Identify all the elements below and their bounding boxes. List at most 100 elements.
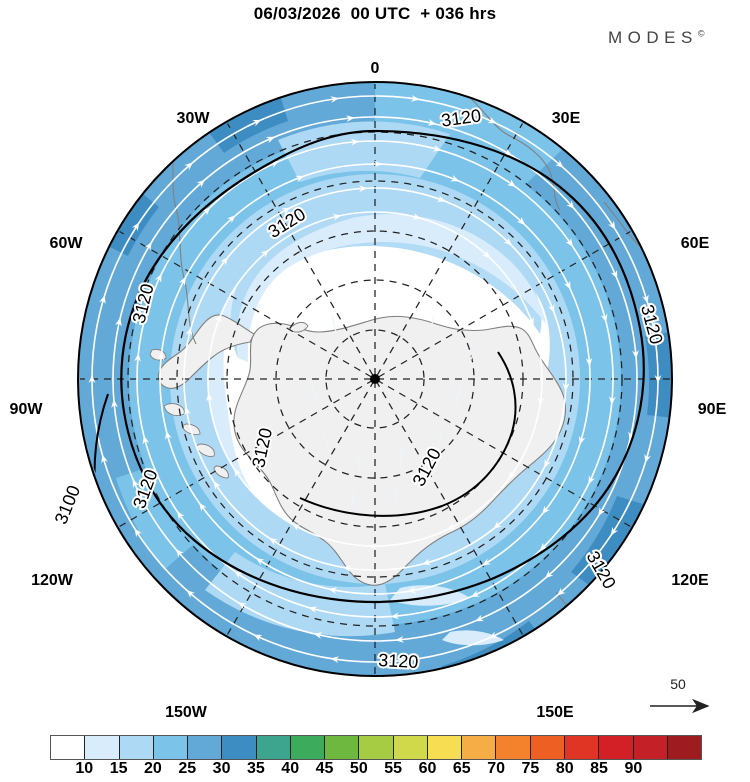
streamline-arrow-glyph — [196, 179, 206, 188]
colorbar-tick-70: 70 — [487, 760, 505, 777]
streamline-arrow-glyph — [142, 435, 150, 445]
streamline-arrow-glyph — [214, 313, 222, 323]
streamline-arrow-glyph — [253, 634, 263, 642]
streamline-arrow-glyph — [213, 480, 221, 490]
streamline-arrow-glyph — [654, 375, 662, 384]
streamline-arrow-glyph — [578, 435, 586, 445]
page-title: 06/03/2026 00 UTC + 036 hrs — [253, 4, 497, 23]
streamline-arrow-glyph — [350, 138, 360, 146]
colorbar-tick-55: 55 — [384, 760, 403, 777]
windspeed-colorbar — [50, 735, 702, 760]
contour-3120 — [120, 129, 645, 604]
streamline-arrow-glyph — [373, 160, 383, 168]
streamline-arrow-glyph — [199, 502, 207, 512]
streamline-arrow-glyph — [493, 521, 502, 530]
streamline-arrow-glyph — [537, 396, 545, 406]
colorbar-tick-75: 75 — [521, 760, 540, 777]
streamline-arrow-glyph — [610, 269, 618, 280]
streamline-arrow-glyph — [252, 119, 262, 127]
colorbar-tick-20: 20 — [144, 760, 162, 777]
colorbar-cell-11 — [427, 736, 463, 759]
colorbar-tick-35: 35 — [246, 760, 265, 777]
streamline-arrow-glyph — [395, 636, 404, 643]
streamline-arrow-glyph — [432, 144, 442, 152]
colorbar-cell-2 — [119, 736, 154, 759]
streamline-arrow-glyph — [642, 294, 649, 304]
streamline-arrow-glyph — [255, 557, 265, 566]
streamline-arrow-glyph — [585, 357, 593, 367]
streamline-arrow-glyph — [134, 528, 142, 538]
streamline-arrow-glyph — [628, 431, 635, 441]
streamline-arrow-glyph — [291, 523, 301, 531]
streamline-arrow-glyph — [390, 612, 400, 620]
streamline-arrow-glyph — [101, 454, 108, 464]
streamline-arrow-glyph — [539, 542, 548, 552]
streamline-arrow-glyph — [368, 542, 377, 550]
colorbar-cell-4 — [188, 736, 223, 759]
streamline-arrow-glyph — [588, 475, 596, 485]
longitude-label-60e: 60E — [680, 235, 710, 252]
svg-text:3120: 3120 — [378, 650, 419, 672]
streamline-arrow-glyph — [412, 213, 422, 220]
streamline-arrow-glyph — [422, 558, 432, 566]
streamline-arrow-glyph — [202, 206, 211, 216]
colorbar-cell-1 — [85, 736, 120, 759]
streamline-arrow-glyph — [176, 511, 185, 521]
streamline-arrow-glyph — [482, 250, 491, 259]
wind-scale-legend: 50 — [648, 676, 732, 716]
colorbar-cell-9 — [359, 736, 394, 759]
wind-scale-value: 50 — [670, 676, 686, 692]
streamline-arrowheads — [88, 94, 662, 664]
antarctica-landmass — [149, 97, 672, 676]
streamline-arrow-glyph — [237, 602, 247, 610]
streamline-arrow-glyph — [427, 119, 437, 126]
streamline-arrow-glyph — [342, 565, 352, 572]
streamline-arrow-glyph — [632, 350, 639, 359]
colorbar-cell-17 — [633, 736, 668, 759]
streamline-arrow-glyph — [556, 587, 566, 596]
longitude-label-150e: 150E — [536, 704, 574, 721]
longitude-label-90w: 90W — [9, 401, 43, 418]
streamline-arrow-glyph — [313, 632, 323, 639]
polar-map-container: 3120 3120 3120 3120 3120 3120 3120 3120 3120 3120… — [0, 32, 750, 756]
streamline-arrow-glyph — [185, 327, 193, 337]
streamline-arrow-glyph — [330, 96, 340, 103]
colorbar-cell-0 — [51, 736, 86, 759]
colorbar-tick-45: 45 — [315, 760, 334, 777]
latitude-circle-80s — [325, 329, 425, 429]
streamline-arrow-glyph — [608, 396, 616, 405]
streamline-arrow-glyph — [544, 458, 551, 468]
colorbar-cell-7 — [290, 736, 326, 759]
south-pole-marker — [370, 374, 380, 384]
streamline-arrow-glyph — [436, 195, 446, 202]
streamline-arrow-glyph — [527, 316, 534, 326]
streamline-arrow-glyph — [450, 174, 460, 182]
streamline-arrow-glyph — [265, 136, 276, 144]
streamline-arrow-glyph — [547, 303, 555, 313]
colorbar-cell-16 — [599, 736, 634, 759]
streamline-arrow-glyph — [233, 468, 242, 478]
longitude-label-60w: 60W — [49, 235, 83, 252]
streamline-arrow-glyph — [184, 162, 194, 171]
colorbar-cell-18 — [667, 736, 702, 759]
longitude-label-120e: 120E — [671, 572, 709, 589]
streamline-arrow-glyph — [544, 570, 554, 579]
streamline-arrow-glyph — [566, 200, 575, 210]
colorbar-tick-85: 85 — [590, 760, 608, 777]
streamline-arrow-glyph — [487, 116, 497, 124]
meridians — [80, 84, 670, 674]
reference-wind-arrow — [650, 698, 710, 714]
longitude-label-150w: 150W — [165, 704, 207, 721]
colorbar-cell-14 — [530, 736, 565, 759]
streamline-arrow-glyph — [154, 273, 162, 283]
streamline-arrow-glyph — [346, 115, 355, 122]
streamline-arrow-glyph — [308, 606, 318, 614]
streamline-arrow-glyph — [508, 470, 517, 480]
streamline-arrow-glyph — [157, 351, 165, 361]
shade-spiral-tongue-pale — [236, 214, 546, 362]
colorbar-cell-6 — [256, 736, 291, 759]
streamline-ring-outer — [91, 95, 659, 663]
streamline-arrow-glyph — [410, 94, 420, 102]
streamline-arrow-glyph — [610, 526, 619, 536]
